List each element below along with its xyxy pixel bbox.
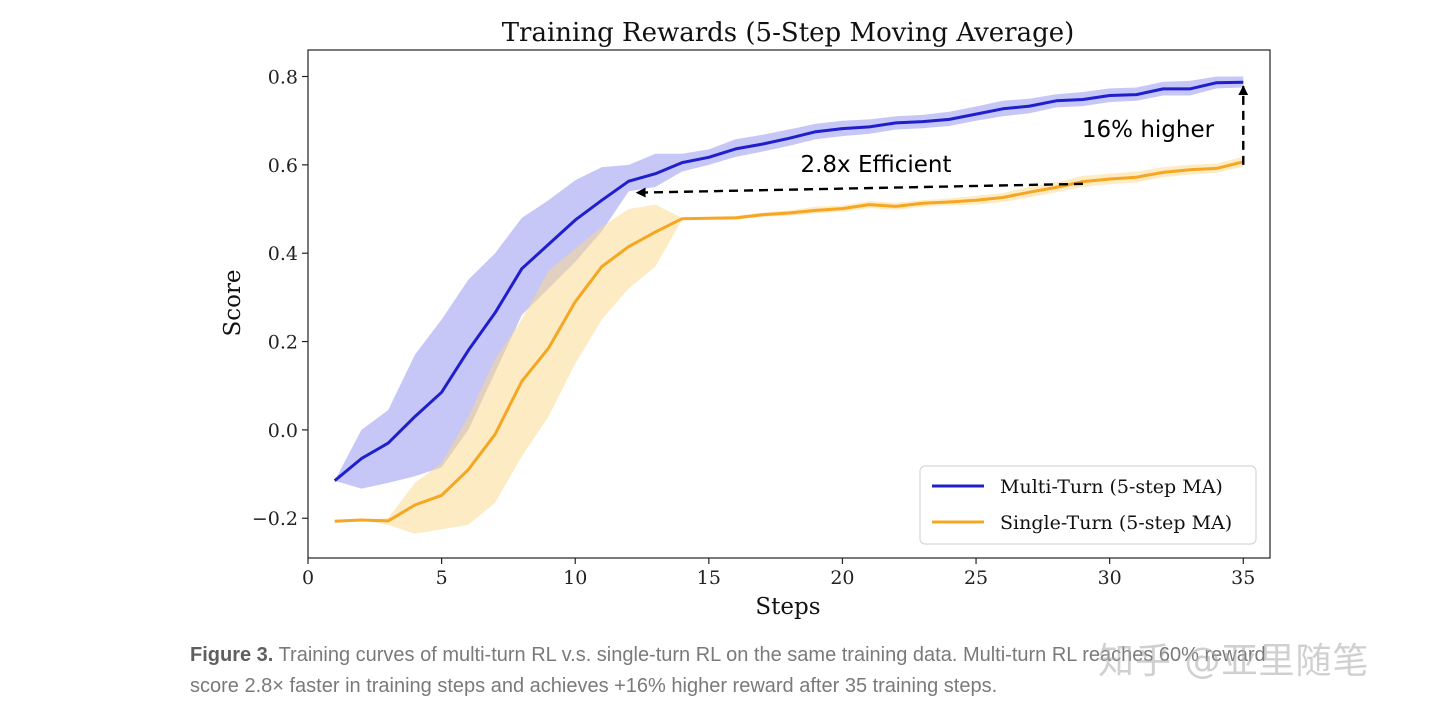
axes: 0 5 10 15 20 25 30 35 0.8 0.6 0.4 0.2 0.0 −0.2 [252, 49, 1271, 589]
plot-frame [307, 49, 1271, 559]
x-tick-label: 35 [1231, 567, 1255, 589]
legend-box [919, 465, 1257, 545]
x-tick-label: 20 [830, 567, 854, 589]
annotations: 2.8x Efficient 16% higher [635, 85, 1249, 198]
x-tick-label: 25 [964, 567, 988, 589]
caption-label: Figure 3. [190, 644, 274, 666]
legend-label-0: Multi-Turn (5-step MA) [1000, 476, 1223, 498]
x-tick-label: 0 [302, 567, 314, 589]
training-rewards-chart: Training Rewards (5-Step Moving Average)… [220, 18, 1271, 620]
y-tick-label: 0.6 [268, 155, 298, 177]
x-axis-label: Steps [755, 594, 820, 620]
series-band-1 [334, 156, 1244, 534]
caption-text: Training curves of multi-turn RL v.s. si… [190, 644, 1266, 697]
legend-label-1: Single-Turn (5-step MA) [1000, 512, 1232, 534]
y-tick-label: 0.2 [268, 332, 298, 354]
x-tick-label: 5 [436, 567, 448, 589]
efficiency-annotation: 2.8x Efficient [800, 152, 951, 178]
series-band-0 [334, 76, 1244, 489]
higher-annotation: 16% higher [1082, 117, 1215, 143]
chart-title: Training Rewards (5-Step Moving Average) [502, 18, 1075, 48]
watermark: 知乎 @亚里随笔 [1098, 641, 1370, 682]
legend: Multi-Turn (5-step MA) Single-Turn (5-ste… [919, 465, 1257, 545]
y-tick-label: 0.8 [268, 67, 298, 89]
plot-area [333, 76, 1244, 534]
y-axis-label: Score [220, 269, 246, 336]
y-tick-label: −0.2 [252, 508, 298, 530]
series-line-0 [333, 80, 1244, 482]
y-tick-label: 0.4 [268, 243, 298, 265]
figure-caption: Figure 3. Training curves of multi-turn … [190, 640, 1290, 702]
y-tick-label: 0.0 [268, 420, 298, 442]
series-line-1 [334, 160, 1244, 523]
x-tick-label: 30 [1098, 567, 1122, 589]
x-tick-label: 10 [563, 567, 587, 589]
x-tick-label: 15 [697, 567, 721, 589]
